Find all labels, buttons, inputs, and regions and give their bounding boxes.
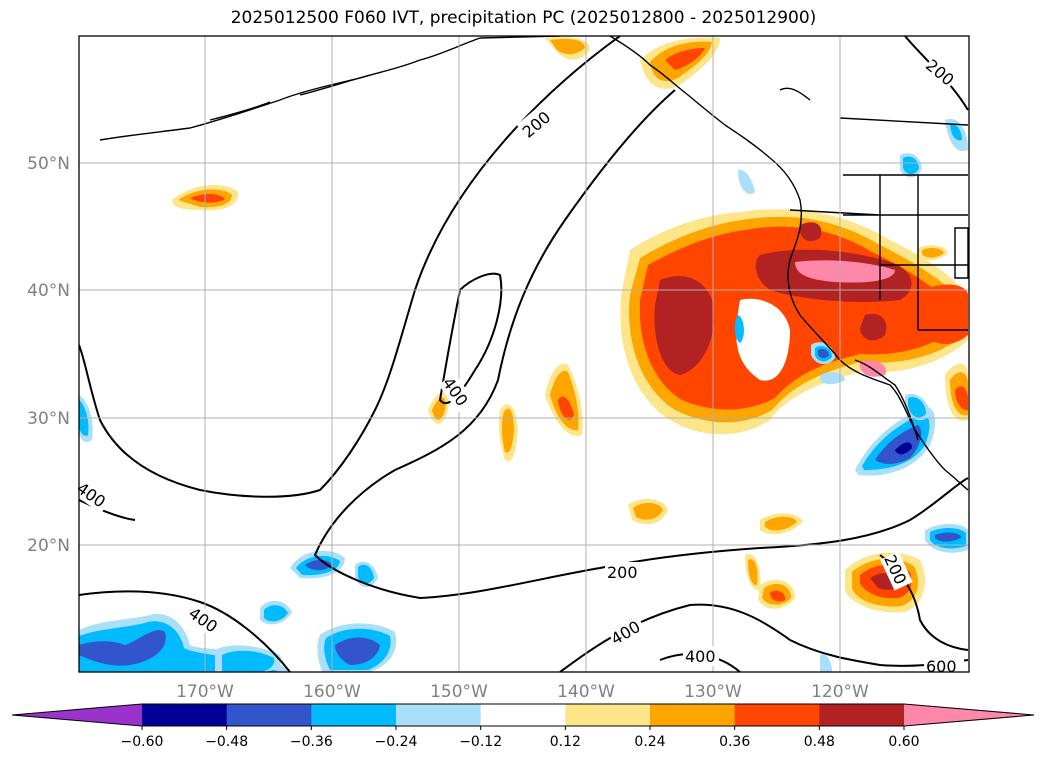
lon-tick-label: 130°W — [684, 682, 742, 702]
colorbar-bin — [904, 704, 1034, 726]
coastlines — [99, 36, 969, 491]
colorbar-tick-label: 0.48 — [804, 734, 835, 750]
colorbar-tick-label: 0.24 — [634, 734, 665, 750]
graticule — [79, 36, 969, 672]
colorbar-bin — [650, 704, 736, 726]
chart-title: 2025012500 F060 IVT, precipitation PC (2… — [230, 8, 817, 28]
colorbar: −0.60 −0.48 −0.36 −0.24 −0.12 0.12 0.24 0.36 0.4… — [11, 703, 1035, 750]
ivt-contour-200-north — [79, 36, 621, 498]
lon-tick-labels: 170°W 160°W 150°W 140°W 130°W 120°W — [176, 682, 869, 702]
contour-label: 400 — [685, 647, 716, 666]
colorbar-bin — [480, 704, 566, 726]
colorbar-bin — [311, 704, 397, 726]
colorbar-tick-label: 0.36 — [719, 734, 750, 750]
lon-tick-label: 150°W — [430, 682, 488, 702]
lon-tick-label: 120°W — [811, 682, 869, 702]
ivt-contour-600-lower — [79, 590, 291, 672]
lat-tick-label: 30°N — [27, 409, 70, 429]
colorbar-tick-label: −0.12 — [459, 734, 502, 750]
lat-tick-labels: 50°N 40°N 30°N 20°N — [27, 154, 70, 556]
ivt-contour-400-loop — [438, 272, 503, 405]
contour-label: 200 — [519, 108, 555, 142]
lat-tick-label: 50°N — [27, 154, 70, 174]
colorbar-tick-label: 0.12 — [550, 734, 581, 750]
colorbar-bin — [396, 704, 482, 726]
colorbar-bin — [565, 704, 651, 726]
lon-tick-label: 170°W — [176, 682, 234, 702]
colorbar-bin — [12, 704, 142, 726]
lon-tick-label: 140°W — [557, 682, 615, 702]
precip-fields — [79, 37, 968, 672]
map-frame — [78, 35, 970, 673]
lat-tick-label: 40°N — [27, 281, 70, 301]
colorbar-tick-label: −0.36 — [290, 734, 333, 750]
colorbar-bin — [734, 704, 820, 726]
colorbar-bin — [142, 704, 228, 726]
contour-label: 200 — [607, 563, 638, 582]
contour-label: 600 — [926, 657, 957, 676]
colorbar-tick-label: 0.60 — [888, 734, 919, 750]
colorbar-bin — [819, 704, 905, 726]
lon-tick-label: 160°W — [303, 682, 361, 702]
lat-tick-label: 20°N — [27, 536, 70, 556]
colorbar-tick-label: −0.48 — [205, 734, 248, 750]
colorbar-bin — [226, 704, 312, 726]
colorbar-tick-label: −0.24 — [375, 734, 418, 750]
colorbar-tick-label: −0.60 — [121, 734, 164, 750]
